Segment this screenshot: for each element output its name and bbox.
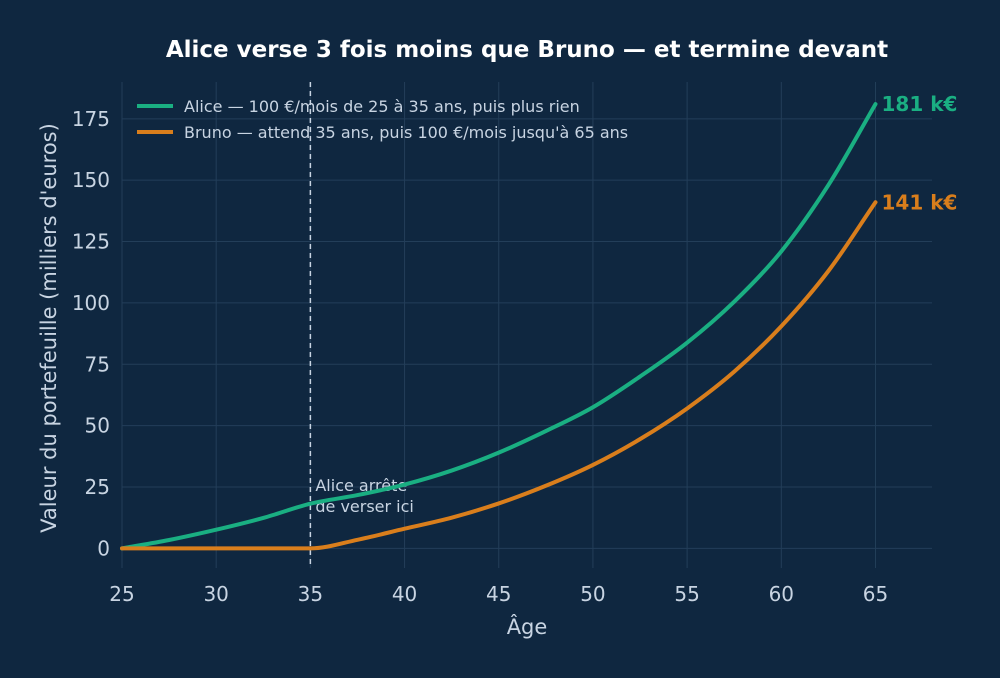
x-tick-label: 55 bbox=[674, 582, 699, 606]
x-tick-label: 35 bbox=[298, 582, 323, 606]
y-tick-label: 175 bbox=[72, 107, 110, 131]
end-labels: 181 k€ 141 k€ bbox=[881, 92, 957, 214]
x-tick-label: 30 bbox=[203, 582, 228, 606]
end-value-label: 141 k€ bbox=[881, 190, 957, 214]
grid bbox=[121, 82, 932, 568]
x-tick-label: 50 bbox=[580, 582, 605, 606]
y-tick-label: 25 bbox=[85, 475, 110, 499]
series-line-bruno bbox=[120, 200, 878, 551]
y-axis-label: Valeur du portefeuille (milliers d'euros… bbox=[37, 123, 61, 533]
legend-label: Alice — 100 €/mois de 25 à 35 ans, puis … bbox=[184, 97, 580, 116]
x-axis-label: Âge bbox=[507, 614, 548, 639]
legend: Alice — 100 €/mois de 25 à 35 ans, puis … bbox=[137, 97, 628, 142]
series-layer bbox=[120, 102, 878, 551]
chart-title: Alice verse 3 fois moins que Bruno — et … bbox=[166, 37, 888, 63]
end-value-label: 181 k€ bbox=[881, 92, 957, 116]
y-tick-label: 0 bbox=[97, 536, 110, 560]
y-tick-label: 100 bbox=[72, 291, 110, 315]
y-tick-label: 150 bbox=[72, 168, 110, 192]
tick-labels: 25 30 35 40 45 50 55 60 65 0 25 50 75 100 125 150 175 bbox=[72, 107, 888, 606]
annotation-text: de verser ici bbox=[315, 497, 414, 516]
series-line-alice bbox=[120, 102, 878, 551]
y-tick-label: 125 bbox=[72, 230, 110, 254]
x-tick-label: 45 bbox=[486, 582, 511, 606]
x-tick-label: 25 bbox=[109, 582, 134, 606]
y-tick-label: 75 bbox=[85, 352, 110, 376]
legend-label: Bruno — attend 35 ans, puis 100 €/mois j… bbox=[184, 123, 628, 142]
y-tick-label: 50 bbox=[85, 414, 110, 438]
x-tick-label: 40 bbox=[392, 582, 417, 606]
x-tick-label: 65 bbox=[863, 582, 888, 606]
x-tick-label: 60 bbox=[769, 582, 794, 606]
